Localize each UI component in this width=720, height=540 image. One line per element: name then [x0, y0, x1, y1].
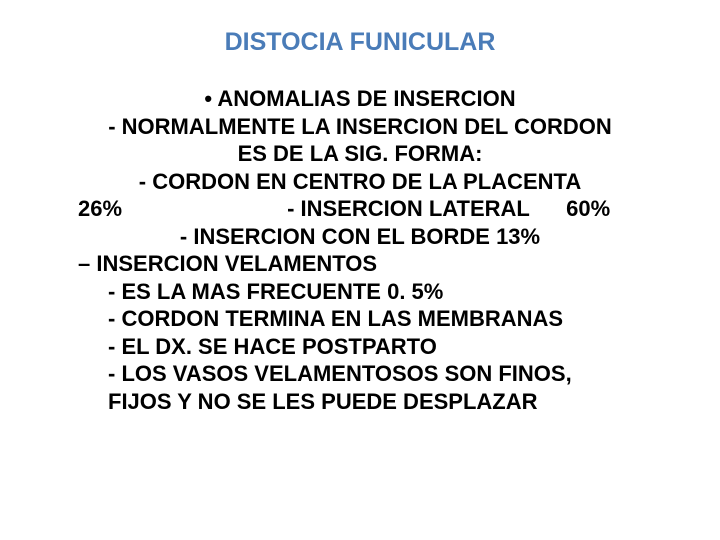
- text-line: - CORDON TERMINA EN LAS MEMBRANAS: [48, 305, 672, 333]
- text-line: - NORMALMENTE LA INSERCION DEL CORDON: [48, 113, 672, 141]
- text-line: - ES LA MAS FRECUENTE 0. 5%: [48, 278, 672, 306]
- text-line: FIJOS Y NO SE LES PUEDE DESPLAZAR: [48, 388, 672, 416]
- slide-content: • ANOMALIAS DE INSERCION - NORMALMENTE L…: [48, 85, 672, 415]
- bullet-main: • ANOMALIAS DE INSERCION: [48, 85, 672, 113]
- slide-title: DISTOCIA FUNICULAR: [148, 28, 572, 57]
- text-line: - LOS VASOS VELAMENTOSOS SON FINOS,: [48, 360, 672, 388]
- text-line: – INSERCION VELAMENTOS: [48, 250, 672, 278]
- text-line: ES DE LA SIG. FORMA:: [48, 140, 672, 168]
- text-line: 26% - INSERCION LATERAL 60%: [48, 195, 672, 223]
- text-line: - CORDON EN CENTRO DE LA PLACENTA: [48, 168, 672, 196]
- text-line: - INSERCION CON EL BORDE 13%: [48, 223, 672, 251]
- text-line: - EL DX. SE HACE POSTPARTO: [48, 333, 672, 361]
